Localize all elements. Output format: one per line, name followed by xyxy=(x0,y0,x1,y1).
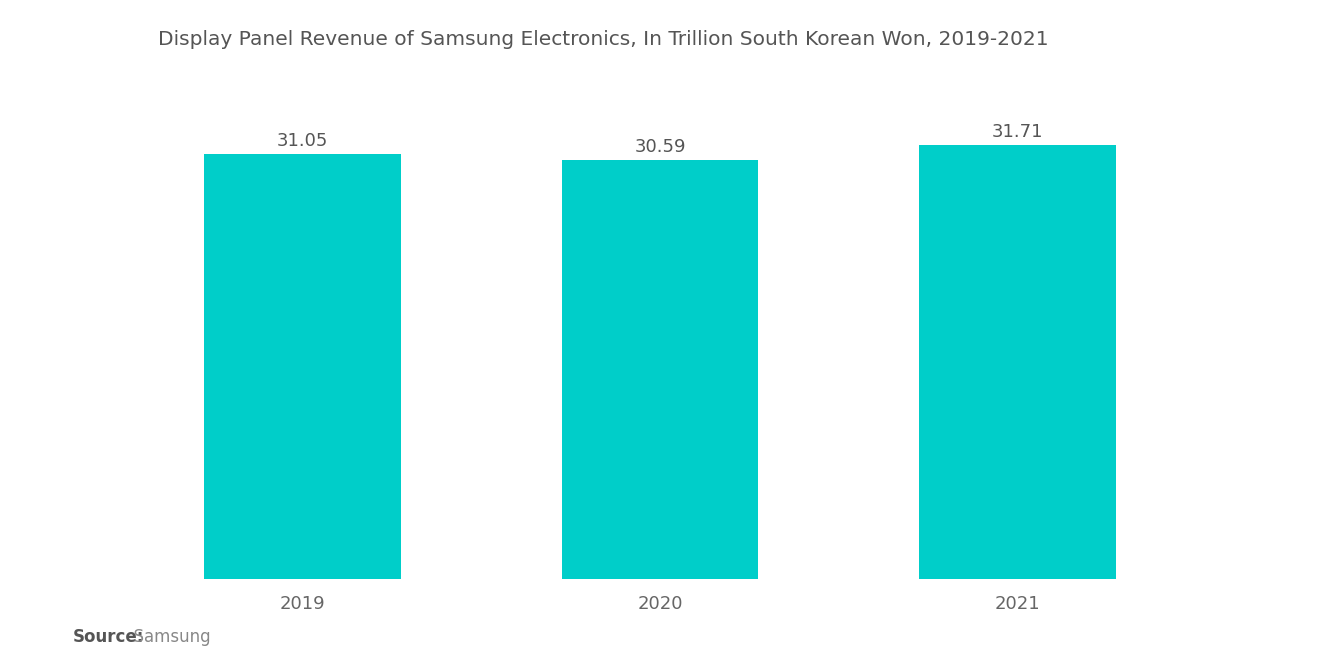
Bar xyxy=(919,145,1115,579)
Bar xyxy=(561,160,759,579)
Text: 31.05: 31.05 xyxy=(277,132,329,150)
Text: 31.71: 31.71 xyxy=(991,123,1043,141)
Text: Samsung: Samsung xyxy=(123,628,210,646)
Text: 30.59: 30.59 xyxy=(634,138,686,156)
Text: Source:: Source: xyxy=(73,628,144,646)
Text: Display Panel Revenue of Samsung Electronics, In Trillion South Korean Won, 2019: Display Panel Revenue of Samsung Electro… xyxy=(158,30,1049,49)
Bar xyxy=(205,154,401,579)
